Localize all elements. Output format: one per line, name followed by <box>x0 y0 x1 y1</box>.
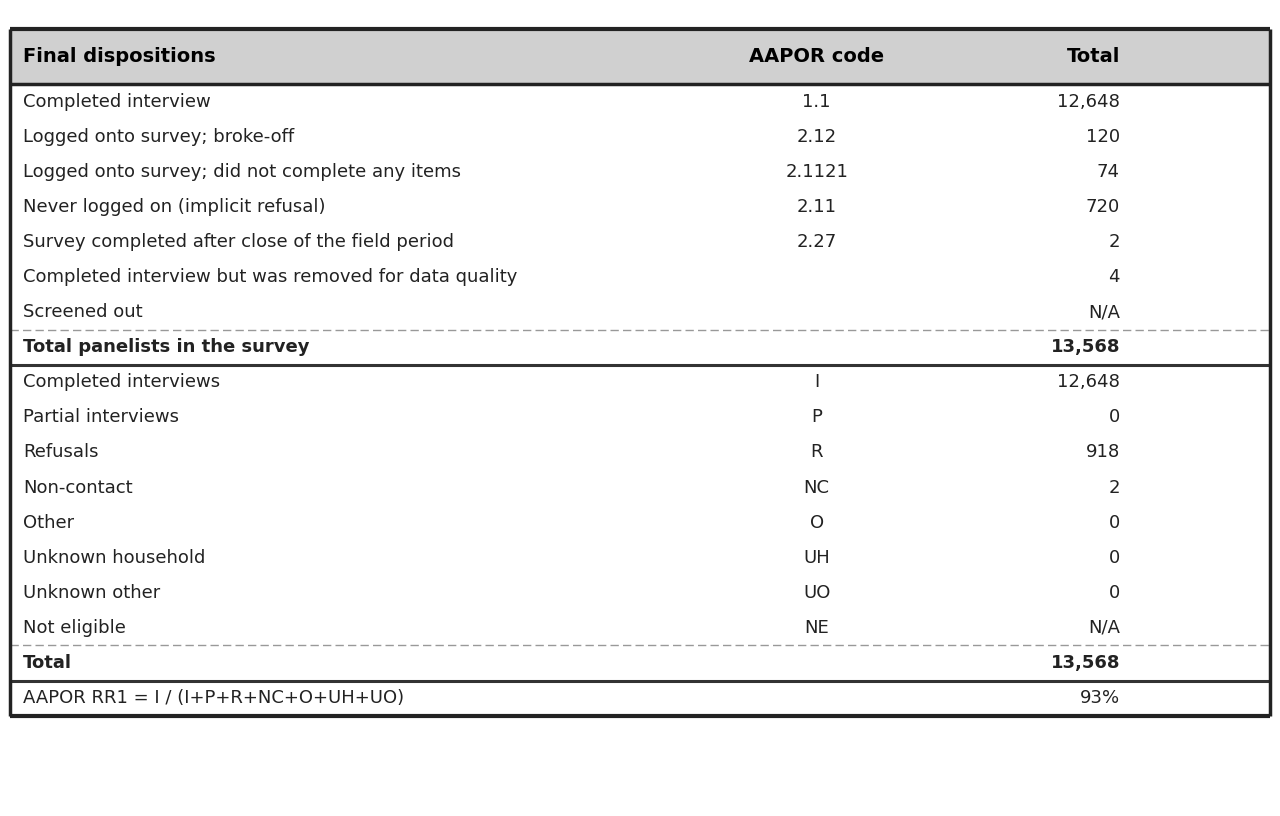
Text: Refusals: Refusals <box>23 443 99 462</box>
Text: Total: Total <box>1066 47 1120 66</box>
Text: 1.1: 1.1 <box>803 92 831 111</box>
Text: Partial interviews: Partial interviews <box>23 408 179 427</box>
Text: P: P <box>812 408 822 427</box>
Text: Screened out: Screened out <box>23 303 142 322</box>
Text: 0: 0 <box>1108 583 1120 602</box>
Text: 2.11: 2.11 <box>796 197 837 216</box>
Text: 2.27: 2.27 <box>796 233 837 251</box>
Text: Other: Other <box>23 513 74 532</box>
Text: 74: 74 <box>1097 162 1120 181</box>
Text: AAPOR code: AAPOR code <box>749 47 884 66</box>
Text: Non-contact: Non-contact <box>23 478 133 497</box>
Text: 918: 918 <box>1085 443 1120 462</box>
Text: 2.12: 2.12 <box>796 127 837 146</box>
Bar <box>10 29 1270 84</box>
Text: 4: 4 <box>1108 268 1120 286</box>
Text: 120: 120 <box>1085 127 1120 146</box>
Text: UH: UH <box>804 548 829 567</box>
Text: AAPOR RR1 = I / (I+P+R+NC+O+UH+UO): AAPOR RR1 = I / (I+P+R+NC+O+UH+UO) <box>23 689 404 707</box>
Text: N/A: N/A <box>1088 619 1120 637</box>
Text: 0: 0 <box>1108 513 1120 532</box>
Text: 2.1121: 2.1121 <box>785 162 849 181</box>
Text: R: R <box>810 443 823 462</box>
Text: Total panelists in the survey: Total panelists in the survey <box>23 338 310 357</box>
Text: Never logged on (implicit refusal): Never logged on (implicit refusal) <box>23 197 325 216</box>
Text: 0: 0 <box>1108 408 1120 427</box>
Text: 2: 2 <box>1108 478 1120 497</box>
Text: I: I <box>814 373 819 392</box>
Text: 13,568: 13,568 <box>1051 654 1120 672</box>
Text: Total: Total <box>23 654 72 672</box>
Text: O: O <box>809 513 824 532</box>
Text: 93%: 93% <box>1080 689 1120 707</box>
Text: Survey completed after close of the field period: Survey completed after close of the fiel… <box>23 233 454 251</box>
Text: Completed interview but was removed for data quality: Completed interview but was removed for … <box>23 268 517 286</box>
Text: UO: UO <box>803 583 831 602</box>
Text: 2: 2 <box>1108 233 1120 251</box>
Text: Unknown other: Unknown other <box>23 583 160 602</box>
Text: 12,648: 12,648 <box>1057 92 1120 111</box>
Text: Unknown household: Unknown household <box>23 548 205 567</box>
Text: 0: 0 <box>1108 548 1120 567</box>
Text: NC: NC <box>804 478 829 497</box>
Text: 720: 720 <box>1085 197 1120 216</box>
Text: 12,648: 12,648 <box>1057 373 1120 392</box>
Text: Completed interview: Completed interview <box>23 92 211 111</box>
Text: N/A: N/A <box>1088 303 1120 322</box>
Text: Final dispositions: Final dispositions <box>23 47 215 66</box>
Text: Not eligible: Not eligible <box>23 619 125 637</box>
Text: 13,568: 13,568 <box>1051 338 1120 357</box>
Text: Logged onto survey; broke-off: Logged onto survey; broke-off <box>23 127 294 146</box>
Text: Completed interviews: Completed interviews <box>23 373 220 392</box>
Text: NE: NE <box>804 619 829 637</box>
Text: Logged onto survey; did not complete any items: Logged onto survey; did not complete any… <box>23 162 461 181</box>
